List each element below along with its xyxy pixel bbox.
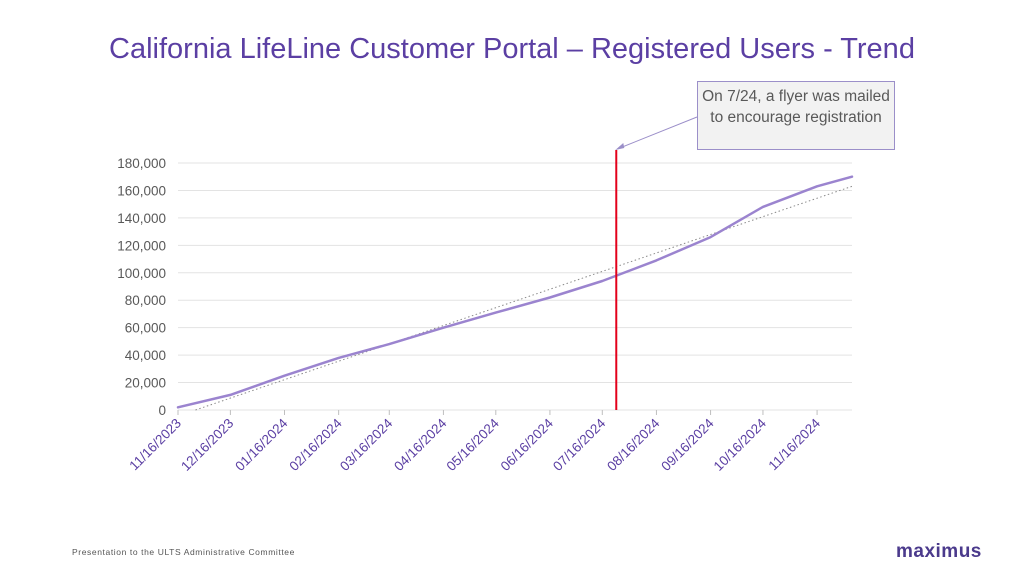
- flyer-annotation-callout: On 7/24, a flyer was mailed to encourage…: [697, 81, 895, 150]
- y-tick-label: 100,000: [117, 266, 166, 281]
- data-point: [549, 296, 551, 299]
- data-point: [177, 406, 179, 409]
- x-tick-label: 01/16/2024: [232, 415, 291, 474]
- x-tick-label: 06/16/2024: [498, 415, 557, 474]
- y-tick-label: 80,000: [125, 293, 166, 308]
- event-layer: [615, 116, 698, 410]
- trendline: [195, 185, 853, 411]
- series-line: [176, 175, 854, 409]
- y-tick-label: 20,000: [125, 376, 166, 391]
- y-tick-label: 120,000: [117, 238, 166, 253]
- series-layer: [176, 175, 854, 409]
- trendline-layer: [195, 185, 853, 411]
- data-point: [388, 343, 391, 345]
- y-axis-ticks: 0 20,000 40,000 60,000 80,000 100,000 120,000 1…: [117, 156, 166, 418]
- x-tick-label: 11/16/2023: [126, 416, 184, 474]
- y-tick-label: 0: [158, 403, 166, 418]
- data-point: [655, 259, 658, 262]
- data-point: [442, 326, 445, 329]
- connector-arrowhead: [615, 143, 625, 150]
- y-tick-label: 60,000: [125, 321, 166, 336]
- x-tick-label: 05/16/2024: [444, 415, 503, 474]
- y-tick-label: 40,000: [125, 348, 166, 363]
- x-tick-label: 08/16/2024: [604, 415, 663, 474]
- x-tick-label: 09/16/2024: [658, 415, 717, 474]
- data-point: [816, 185, 818, 188]
- y-tick-label: 180,000: [117, 156, 166, 171]
- data-point: [337, 357, 340, 359]
- y-tick-label: 140,000: [117, 211, 166, 226]
- x-tick-label: 10/16/2024: [711, 415, 770, 474]
- footer-text: Presentation to the ULTS Administrative …: [72, 547, 295, 557]
- data-point: [229, 394, 232, 396]
- gridlines: [178, 162, 852, 411]
- y-tick-label: 160,000: [117, 183, 166, 198]
- data-point: [851, 175, 853, 178]
- x-tick-label: 02/16/2024: [286, 415, 345, 474]
- data-point: [494, 311, 497, 314]
- maximus-logo: maximus: [896, 541, 982, 562]
- data-point: [283, 374, 286, 377]
- data-point: [601, 280, 604, 282]
- x-tick-label: 07/16/2024: [550, 415, 609, 474]
- x-tick-label: 03/16/2024: [337, 415, 396, 474]
- callout-connector: [617, 116, 698, 150]
- x-tick-label: 12/16/2023: [178, 416, 236, 474]
- x-tick-label: 04/16/2024: [391, 415, 450, 474]
- data-point: [709, 236, 712, 238]
- x-tick-label: 11/16/2024: [766, 415, 824, 473]
- slide-title: California LifeLine Customer Portal – Re…: [109, 33, 915, 65]
- data-point: [762, 206, 764, 208]
- x-axis-ticks: 11/16/202312/16/202301/16/202402/16/2024…: [126, 410, 824, 474]
